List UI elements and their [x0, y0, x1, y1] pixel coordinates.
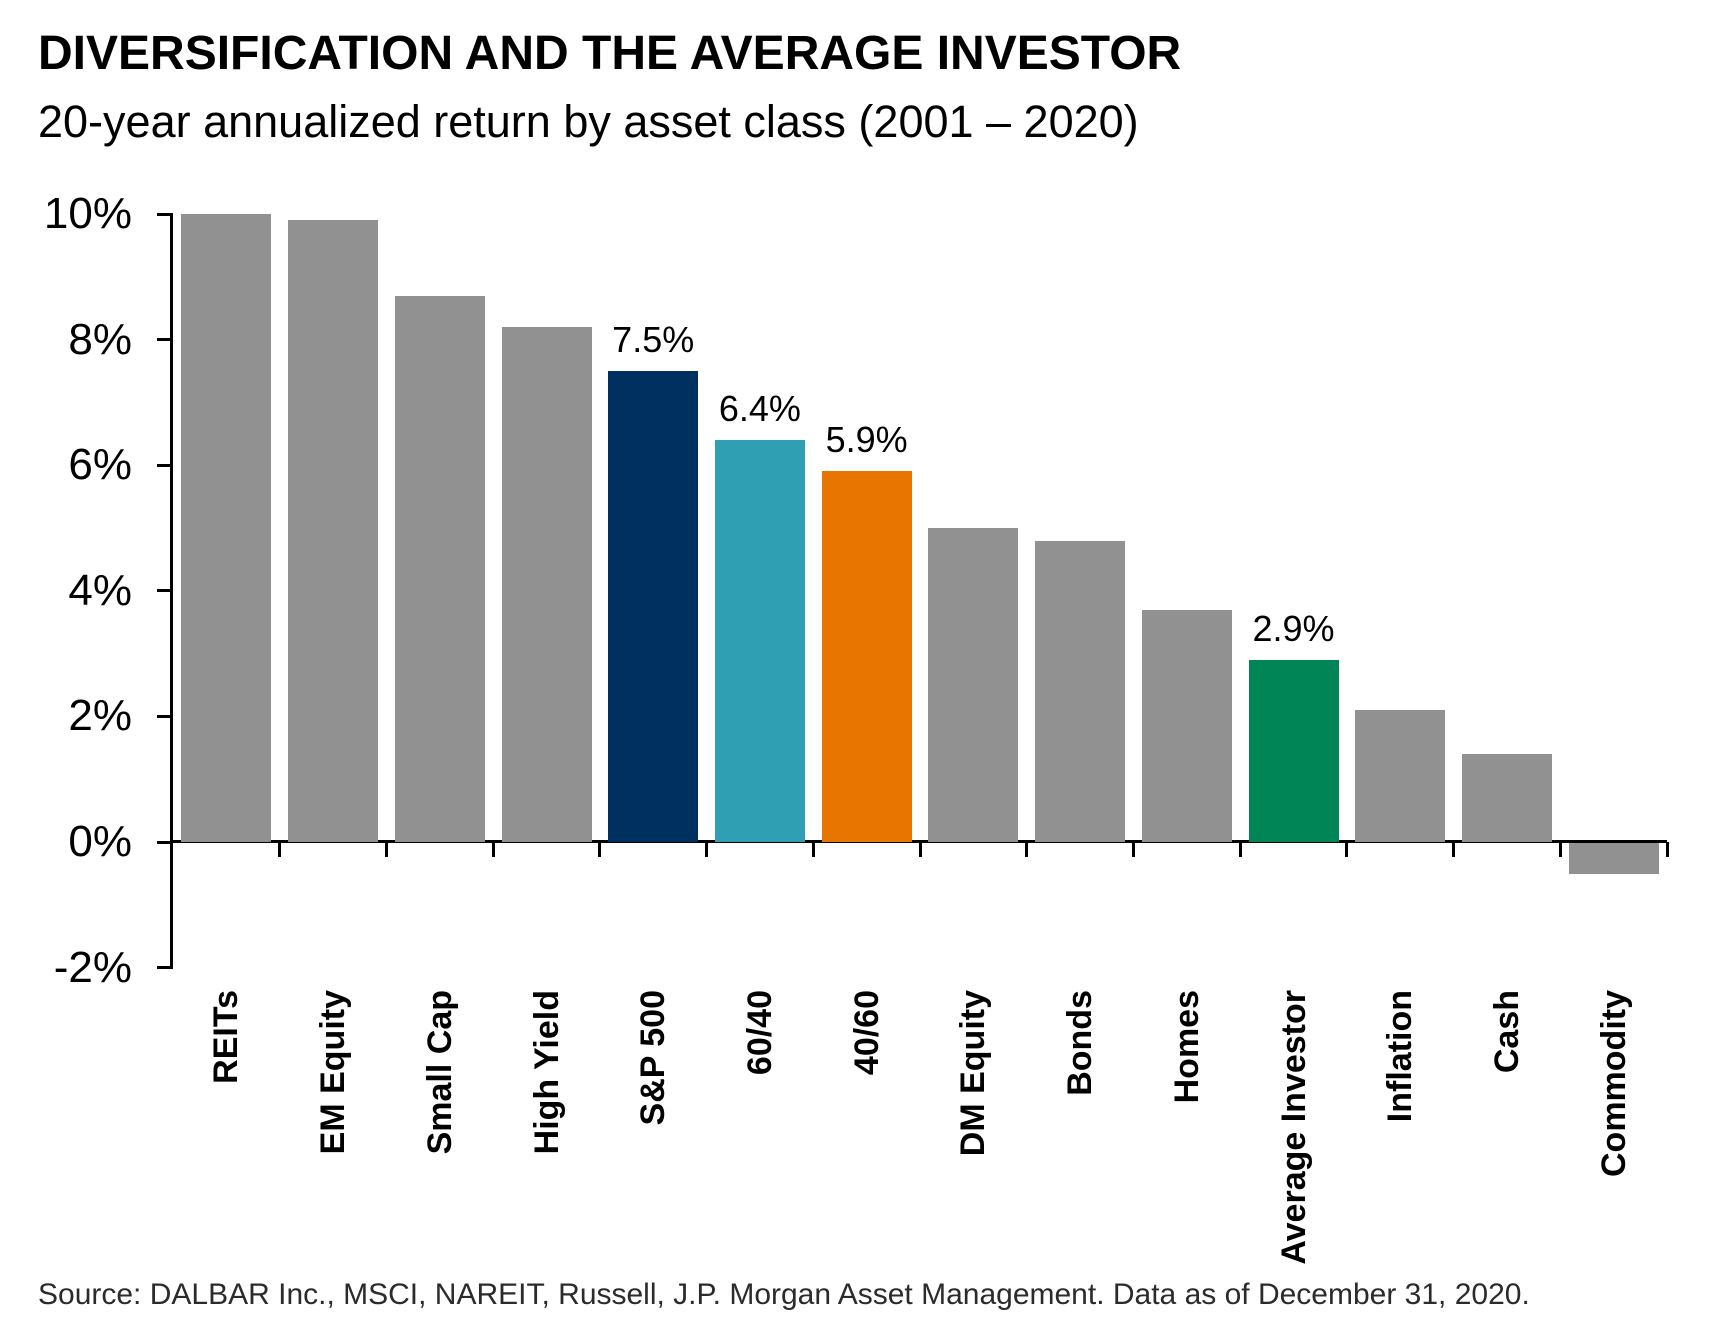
x-axis-tick	[1452, 842, 1456, 857]
bar-reits	[181, 214, 272, 842]
bar-high-yield	[501, 327, 592, 842]
x-axis-tick	[1345, 842, 1349, 857]
y-axis-tick	[157, 714, 173, 718]
bar-value-label: 7.5%	[612, 319, 695, 360]
bar-s-p-500	[608, 371, 699, 842]
source-note: Source: DALBAR Inc., MSCI, NAREIT, Russe…	[38, 1278, 1530, 1311]
bar-dm-equity	[928, 528, 1019, 842]
x-axis-tick	[278, 842, 282, 857]
y-axis-tick	[157, 212, 173, 216]
bar-cash	[1461, 754, 1552, 842]
y-axis-tick-label: 6%	[68, 440, 132, 490]
bar-value-label: 6.4%	[718, 388, 801, 430]
bar-commodity	[1568, 843, 1659, 875]
bar-60-40	[714, 440, 805, 842]
y-axis-tick-label: 8%	[68, 314, 132, 364]
chart-subtitle: 20-year annualized return by asset class…	[38, 96, 1139, 147]
chart-title: DIVERSIFICATION AND THE AVERAGE INVESTOR	[38, 27, 1182, 80]
bar-average-investor	[1248, 659, 1339, 842]
bar-value-label: 2.9%	[1252, 607, 1335, 649]
bar-inflation	[1355, 710, 1446, 842]
y-axis-tick	[157, 338, 173, 342]
x-axis-tick	[918, 842, 922, 857]
y-axis-tick	[157, 589, 173, 593]
y-axis-tick-label: 2%	[68, 691, 132, 741]
x-axis-category-label: Commodity	[1594, 990, 1633, 1177]
y-axis-tick-label: 0%	[68, 817, 132, 866]
x-axis-zero-line	[170, 840, 1667, 843]
x-axis-tick	[598, 842, 602, 857]
x-axis-tick	[811, 842, 815, 857]
bar-bonds	[1035, 540, 1126, 842]
x-axis-tick	[1025, 842, 1029, 857]
x-axis-tick	[1665, 842, 1669, 857]
x-axis-tick	[1238, 842, 1242, 857]
x-axis-tick	[384, 842, 388, 857]
y-axis-tick-label: 4%	[68, 565, 132, 615]
y-axis-tick-label: 10%	[43, 189, 132, 238]
bar-homes	[1141, 609, 1232, 842]
y-axis-tick	[157, 463, 173, 467]
bar-40-60	[821, 471, 912, 842]
bar-small-cap	[394, 295, 485, 842]
x-axis-tick	[491, 842, 495, 857]
x-axis-tick	[1131, 842, 1135, 857]
x-axis-tick	[705, 842, 709, 857]
y-axis-tick	[157, 966, 173, 970]
y-axis-tick-label: -2%	[53, 942, 132, 992]
bar-em-equity	[288, 220, 379, 842]
y-axis-tick	[157, 840, 173, 844]
x-axis-tick	[1558, 842, 1562, 857]
bar-value-label: 5.9%	[825, 419, 908, 461]
